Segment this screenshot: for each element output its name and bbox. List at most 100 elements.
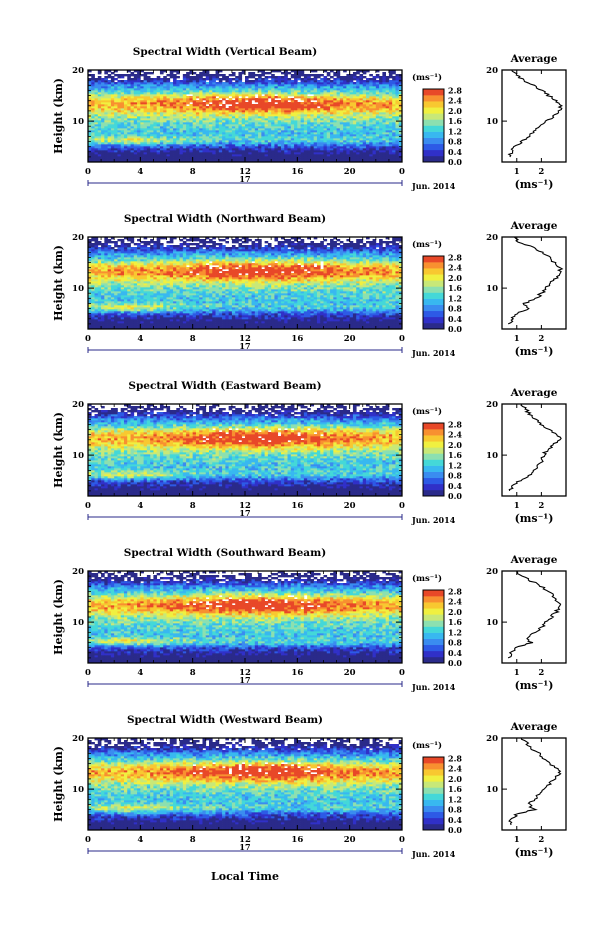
heatmap-cell bbox=[327, 106, 331, 108]
heatmap-cell bbox=[317, 80, 321, 82]
heatmap-cell bbox=[137, 303, 141, 305]
heatmap-cell bbox=[373, 100, 377, 102]
heatmap-cell bbox=[278, 144, 282, 146]
heatmap-cell bbox=[307, 108, 311, 110]
heatmap-cell bbox=[170, 94, 174, 96]
heatmap-cell bbox=[307, 146, 311, 148]
heatmap-cell bbox=[307, 92, 311, 94]
heatmap-cell bbox=[95, 297, 99, 299]
heatmap-cell bbox=[353, 88, 357, 90]
heatmap-cell bbox=[117, 273, 121, 275]
heatmap-cell bbox=[268, 82, 272, 84]
heatmap-cell bbox=[209, 132, 213, 134]
heatmap-cell bbox=[274, 82, 278, 84]
heatmap-cell bbox=[144, 148, 148, 150]
heatmap-cell bbox=[222, 128, 226, 130]
heatmap-cell bbox=[101, 150, 105, 152]
heatmap-cell bbox=[353, 138, 357, 140]
heatmap-cell bbox=[307, 140, 311, 142]
heatmap-cell bbox=[121, 267, 125, 269]
colorbar-swatch bbox=[423, 126, 444, 132]
heatmap-cell bbox=[91, 269, 95, 271]
heatmap-cell bbox=[101, 297, 105, 299]
heatmap-cell bbox=[209, 128, 213, 130]
heatmap-cell bbox=[314, 154, 318, 156]
heatmap-cell bbox=[288, 142, 292, 144]
heatmap-cell bbox=[98, 144, 102, 146]
heatmap-cell bbox=[392, 86, 396, 88]
heatmap-cell bbox=[314, 128, 318, 130]
heatmap-cell bbox=[114, 253, 118, 255]
heatmap-cell bbox=[242, 118, 246, 120]
heatmap-cell bbox=[238, 80, 242, 82]
heatmap-cell bbox=[134, 128, 138, 130]
heatmap-cell bbox=[271, 158, 275, 160]
heatmap-cell bbox=[376, 154, 380, 156]
heatmap-cell bbox=[291, 150, 295, 152]
heatmap-cell bbox=[366, 130, 370, 132]
heatmap-cell bbox=[219, 136, 223, 138]
heatmap-cell bbox=[294, 94, 298, 96]
heatmap-cell bbox=[95, 142, 99, 144]
heatmap-cell bbox=[271, 108, 275, 110]
heatmap-cell bbox=[111, 118, 115, 120]
heatmap-cell bbox=[127, 277, 131, 279]
heatmap-cell bbox=[281, 128, 285, 130]
heatmap-cell bbox=[350, 140, 354, 142]
heatmap-cell bbox=[124, 102, 128, 104]
heatmap-cell bbox=[209, 124, 213, 126]
heatmap-cell bbox=[160, 96, 164, 98]
heatmap-cell bbox=[163, 100, 167, 102]
heatmap-cell bbox=[127, 84, 131, 86]
heatmap-cell bbox=[196, 120, 200, 122]
heatmap-cell bbox=[117, 158, 121, 160]
heatmap-cell bbox=[153, 86, 157, 88]
heatmap-cell bbox=[147, 86, 151, 88]
heatmap-cell bbox=[337, 104, 341, 106]
heatmap-cell bbox=[255, 106, 259, 108]
heatmap-cell bbox=[219, 146, 223, 148]
heatmap-cell bbox=[366, 158, 370, 160]
heatmap-cell bbox=[317, 96, 321, 98]
heatmap-cell bbox=[288, 144, 292, 146]
heatmap-cell bbox=[117, 108, 121, 110]
heatmap-cell bbox=[337, 92, 341, 94]
heatmap-cell bbox=[206, 110, 210, 112]
heatmap-cell bbox=[297, 92, 301, 94]
heatmap-cell bbox=[219, 128, 223, 130]
heatmap-cell bbox=[167, 94, 171, 96]
heatmap-cell bbox=[186, 90, 190, 92]
heatmap-cell bbox=[337, 138, 341, 140]
heatmap-cell bbox=[317, 90, 321, 92]
heatmap-cell bbox=[127, 251, 131, 253]
heatmap-cell bbox=[356, 146, 360, 148]
heatmap-cell bbox=[252, 126, 256, 128]
heatmap-cell bbox=[310, 130, 314, 132]
heatmap-cell bbox=[173, 120, 177, 122]
heatmap-cell bbox=[301, 98, 305, 100]
heatmap-cell bbox=[225, 126, 229, 128]
heatmap-cell bbox=[117, 307, 121, 309]
heatmap-cell bbox=[173, 150, 177, 152]
heatmap-cell bbox=[242, 154, 246, 156]
heatmap-cell bbox=[242, 92, 246, 94]
heatmap-cell bbox=[108, 152, 112, 154]
heatmap-cell bbox=[284, 136, 288, 138]
heatmap-cell bbox=[363, 146, 367, 148]
heatmap-cell bbox=[134, 309, 138, 311]
heatmap-cell bbox=[98, 90, 102, 92]
heatmap-cell bbox=[343, 150, 347, 152]
heatmap-cell bbox=[265, 114, 269, 116]
heatmap-cell bbox=[261, 108, 265, 110]
heatmap-cell bbox=[373, 134, 377, 136]
heatmap-cell bbox=[346, 134, 350, 136]
heatmap-cell bbox=[346, 148, 350, 150]
heatmap-cell bbox=[310, 108, 314, 110]
heatmap-cell bbox=[337, 74, 341, 76]
heatmap-cell bbox=[363, 138, 367, 140]
heatmap-cell bbox=[186, 158, 190, 160]
heatmap-cell bbox=[131, 106, 135, 108]
heatmap-cell bbox=[248, 106, 252, 108]
heatmap-cell bbox=[304, 114, 308, 116]
heatmap-cell bbox=[127, 154, 131, 156]
